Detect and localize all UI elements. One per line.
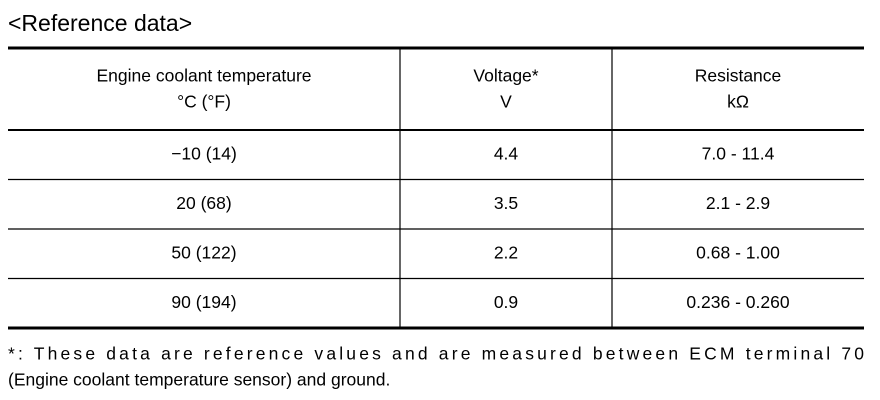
header-cell: °C (°F) <box>177 92 231 112</box>
cell: 0.68 - 1.00 <box>696 242 780 262</box>
cell: −10 (14) <box>171 143 237 163</box>
header-cell: Resistance <box>695 66 782 86</box>
title: <Reference data> <box>8 10 192 36</box>
cell: 50 (122) <box>171 242 236 262</box>
cell: 4.4 <box>494 143 519 163</box>
header-cell: Voltage* <box>473 66 538 86</box>
footnote-line: *: These data are reference values and a… <box>8 344 864 364</box>
cell: 20 (68) <box>176 193 231 213</box>
cell: 0.236 - 0.260 <box>686 292 789 312</box>
cell: 2.2 <box>494 242 518 262</box>
cell: 2.1 - 2.9 <box>706 193 770 213</box>
cell: 0.9 <box>494 292 518 312</box>
header-cell: kΩ <box>727 92 749 112</box>
cell: 7.0 - 11.4 <box>702 143 775 163</box>
cell: 90 (194) <box>171 292 236 312</box>
header-cell: Engine coolant temperature <box>97 66 312 86</box>
footnote-line: (Engine coolant temperature sensor) and … <box>8 370 390 390</box>
header-cell: V <box>500 92 512 112</box>
cell: 3.5 <box>494 193 518 213</box>
